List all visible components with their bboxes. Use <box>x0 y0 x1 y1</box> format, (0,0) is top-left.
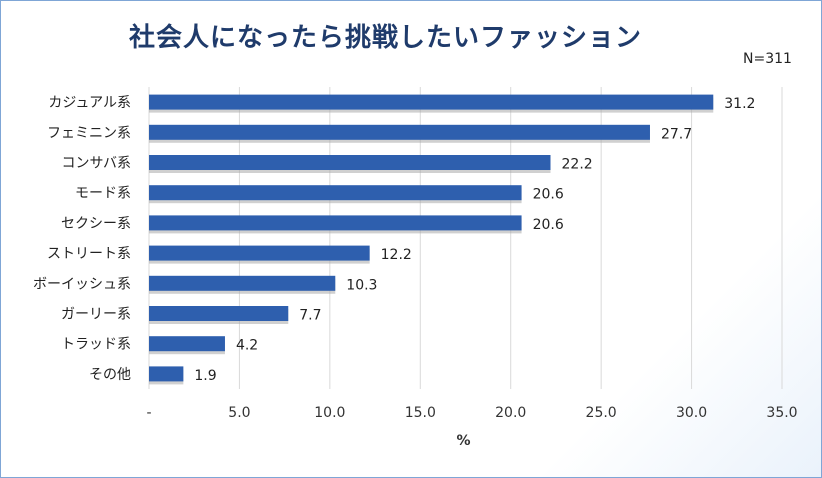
x-tick-label: 10.0 <box>314 405 345 421</box>
x-tick-label: 5.0 <box>228 405 250 421</box>
category-label: カジュアル系 <box>48 95 131 111</box>
data-label: 10.3 <box>346 277 377 293</box>
chart-title: 社会人になったら挑戦したいファッション <box>129 23 643 53</box>
data-label: 22.2 <box>562 157 593 173</box>
x-tick-label: 35.0 <box>766 405 797 421</box>
category-label: モード系 <box>75 186 131 202</box>
bar <box>149 155 551 170</box>
data-label: 31.2 <box>724 96 755 112</box>
bar <box>149 215 522 231</box>
sample-size-note: N=311 <box>743 51 792 67</box>
category-label: ガーリー系 <box>61 307 131 323</box>
category-label: フェミニン系 <box>47 125 131 141</box>
category-label: コンサバ系 <box>62 156 131 172</box>
category-label: セクシー系 <box>61 216 131 232</box>
bar <box>149 245 370 261</box>
x-tick-label: - <box>146 405 151 421</box>
x-axis-title: % <box>456 433 470 449</box>
x-tick-label: 25.0 <box>586 405 617 421</box>
x-tick-label: 30.0 <box>676 405 707 421</box>
x-tick-label: 15.0 <box>405 405 436 421</box>
bar <box>149 124 650 140</box>
bar <box>149 94 714 110</box>
category-label: ストリート系 <box>47 246 131 262</box>
data-label: 1.9 <box>194 368 216 384</box>
bar <box>149 185 522 201</box>
data-label: 20.6 <box>533 187 564 203</box>
category-label: ボーイッシュ系 <box>33 276 131 292</box>
category-label: トラッド系 <box>61 337 131 353</box>
data-label: 12.2 <box>381 247 412 263</box>
category-label: その他 <box>89 367 131 383</box>
bar <box>149 336 225 352</box>
data-label: 20.6 <box>533 217 564 233</box>
data-label: 7.7 <box>299 308 321 324</box>
data-label: 4.2 <box>236 338 258 354</box>
bar <box>149 366 184 382</box>
data-label: 27.7 <box>661 126 692 142</box>
bar <box>149 275 336 291</box>
x-tick-label: 20.0 <box>495 405 526 421</box>
bar <box>149 306 289 321</box>
